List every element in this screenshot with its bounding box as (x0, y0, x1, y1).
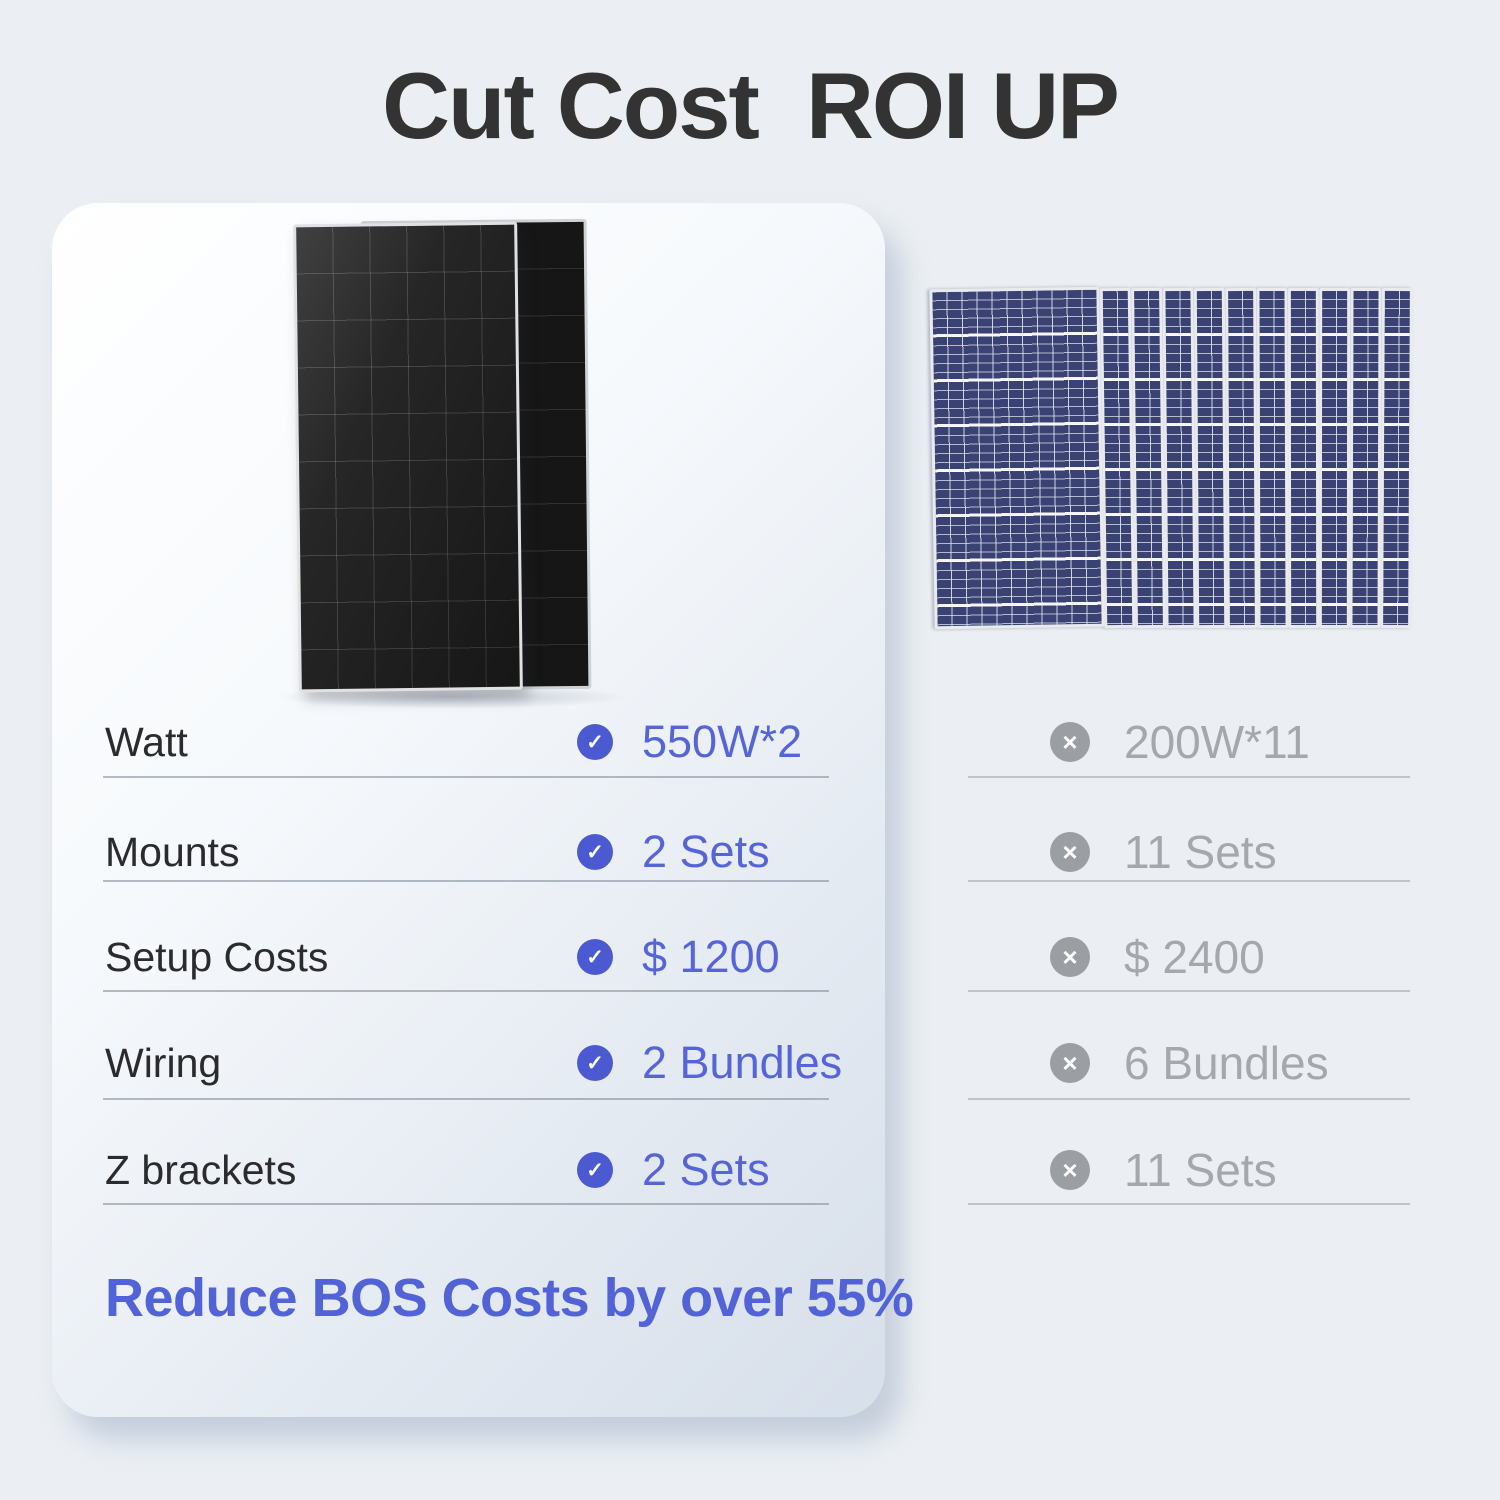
check-icon: ✓ (577, 1152, 613, 1188)
solar-panel-200w-image (1225, 287, 1258, 629)
check-glyph: ✓ (586, 945, 604, 969)
ours-comparison-card: Watt ✓ 550W*2 Mounts ✓ 2 Sets Setup Cost… (52, 203, 914, 1417)
row-watt-theirs: × 200W*11 (1050, 706, 1310, 778)
row-mounts-theirs: × 11 Sets (1050, 816, 1277, 888)
footnote-text: Reduce BOS Costs by over (105, 1268, 807, 1328)
row-value-ours: $ 1200 (642, 931, 780, 982)
cross-icon: × (1050, 1043, 1090, 1083)
row-value-theirs: 11 Sets (1124, 1144, 1277, 1196)
row-label: Setup Costs (105, 933, 329, 980)
row-value-ours: 2 Sets (642, 1144, 770, 1195)
row-divider (103, 776, 829, 778)
solar-panel-200w-image (1131, 287, 1166, 629)
check-icon: ✓ (577, 834, 613, 870)
row-label: Wiring (105, 1039, 222, 1086)
cross-glyph: × (1062, 1155, 1078, 1185)
row-label: Z brackets (105, 1146, 297, 1193)
row-divider (103, 990, 829, 992)
solar-panel-550w-front-image (293, 221, 523, 693)
cross-icon: × (1050, 832, 1090, 872)
row-divider (968, 1203, 1410, 1205)
solar-panel-200w-image (1380, 287, 1413, 629)
row-divider (968, 776, 1410, 778)
cross-icon: × (1050, 1150, 1090, 1190)
row-value-theirs: 11 Sets (1124, 826, 1277, 878)
cross-glyph: × (1062, 942, 1078, 972)
page-title: Cut Cost ROI UP (382, 53, 1120, 158)
row-z-brackets-ours: Z brackets ✓ 2 Sets (105, 1134, 831, 1206)
row-value-theirs: 200W*11 (1124, 716, 1310, 768)
row-setup-costs-ours: Setup Costs ✓ $ 1200 (105, 921, 831, 993)
row-divider (103, 1203, 829, 1205)
row-value-theirs: 6 Bundles (1124, 1037, 1329, 1089)
row-setup-costs-theirs: × $ 2400 (1050, 921, 1265, 993)
row-divider (103, 880, 829, 882)
row-value-ours: 2 Bundles (642, 1037, 843, 1088)
solar-panel-200w-image (929, 286, 1105, 630)
cross-glyph: × (1062, 1048, 1078, 1078)
row-divider (103, 1098, 829, 1100)
solar-panel-200w-image (1349, 287, 1382, 629)
row-divider (968, 1098, 1410, 1100)
solar-panel-200w-image (1099, 287, 1136, 629)
row-label: Mounts (105, 828, 240, 875)
row-watt-ours: Watt ✓ 550W*2 (105, 706, 831, 778)
cross-glyph: × (1062, 837, 1078, 867)
row-value-theirs: $ 2400 (1124, 931, 1265, 983)
solar-panel-200w-image (1193, 287, 1228, 629)
solar-panel-200w-stack-image (929, 286, 1442, 634)
check-glyph: ✓ (586, 1158, 604, 1182)
row-value-ours: 2 Sets (642, 826, 770, 877)
check-icon: ✓ (577, 939, 613, 975)
check-icon: ✓ (577, 724, 613, 760)
footnote-highlight: 55% (806, 1268, 914, 1328)
check-icon: ✓ (577, 1045, 613, 1081)
row-wiring-theirs: × 6 Bundles (1050, 1027, 1329, 1099)
cross-icon: × (1050, 722, 1090, 762)
row-z-brackets-theirs: × 11 Sets (1050, 1134, 1277, 1206)
solar-panel-200w-image (1318, 287, 1351, 629)
row-divider (968, 880, 1410, 882)
row-value-ours: 550W*2 (642, 716, 803, 767)
check-glyph: ✓ (586, 840, 604, 864)
footnote: Reduce BOS Costs by over 55% (105, 1267, 914, 1329)
cross-glyph: × (1062, 727, 1078, 757)
solar-panel-200w-image (1287, 287, 1320, 629)
row-label: Watt (105, 718, 188, 765)
check-glyph: ✓ (586, 1051, 604, 1075)
row-mounts-ours: Mounts ✓ 2 Sets (105, 816, 831, 888)
cross-icon: × (1050, 937, 1090, 977)
check-glyph: ✓ (586, 730, 604, 754)
solar-panel-200w-image (1162, 287, 1197, 629)
row-wiring-ours: Wiring ✓ 2 Bundles (105, 1027, 842, 1099)
row-divider (968, 990, 1410, 992)
solar-panel-200w-image (1256, 287, 1289, 629)
